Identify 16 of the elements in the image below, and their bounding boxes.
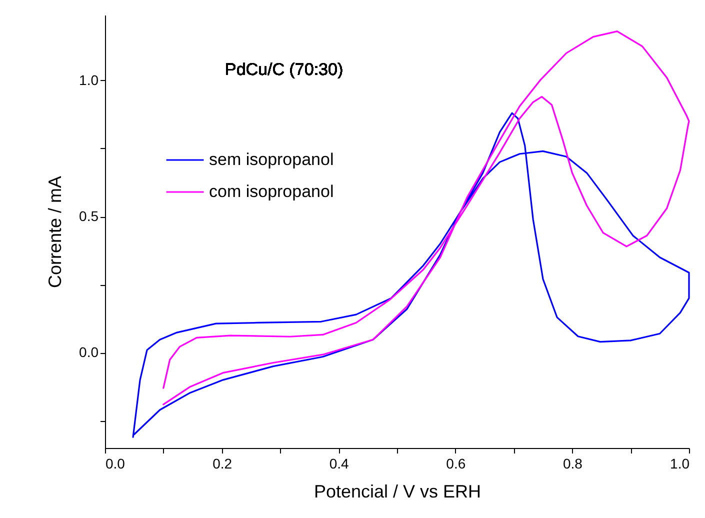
x-axis-title: Potencial / V vs ERH [314,482,482,502]
y-axis-title: Corrente / mA [45,176,66,288]
x-tick-label: 0.8 [562,456,583,472]
legend-label: sem isopropanol [209,150,334,169]
y-tick-label: 0.5 [79,208,99,224]
x-tick-label: 0.6 [446,456,466,472]
y-tick-label: 0.0 [79,344,99,360]
line-series [162,30,690,406]
line-series [132,112,690,438]
x-tick-label: 0.0 [106,456,126,472]
y-tick-label: 1.0 [79,72,99,88]
x-tick-label: 0.2 [212,456,232,472]
x-tick-label: 0.4 [329,456,350,472]
legend-label: com isopropanol [209,182,334,201]
x-tick-label: 1.0 [670,456,690,472]
annotation: PdCu/C (70:30) [225,60,344,79]
